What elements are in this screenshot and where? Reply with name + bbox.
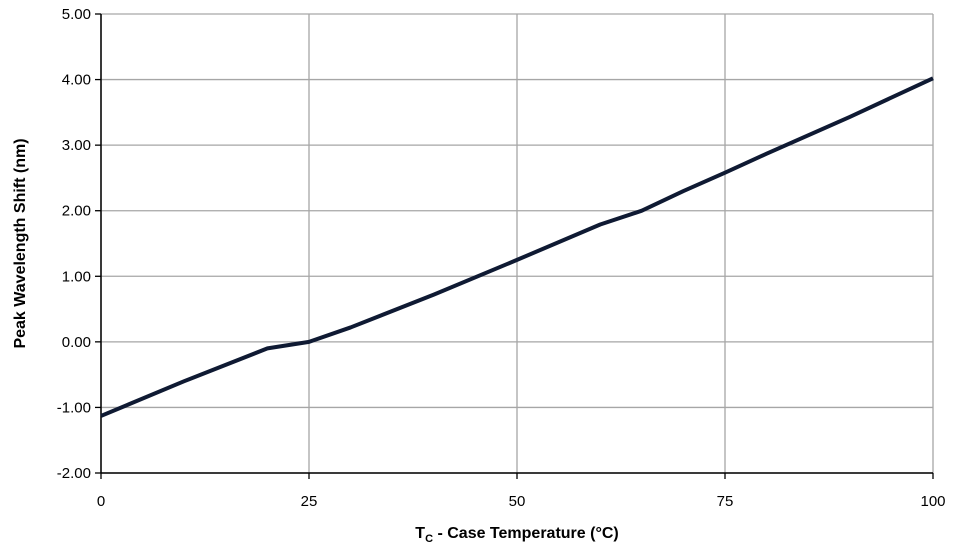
x-tick-label: 75 [717,493,734,510]
x-axis-title: TC - Case Temperature (°C) [415,525,618,544]
tick-labels: -2.00 -1.00 0.00 1.00 2.00 3.00 4.00 5.00 0 25 50 7… [57,6,946,510]
x-tick-label: 25 [301,493,318,510]
y-axis-title: Peak Wavelength Shift (nm) [12,138,29,348]
grid [100,13,934,474]
axes [95,13,934,479]
y-tick-label: -2.00 [57,465,91,482]
y-tick-label: 3.00 [62,137,91,154]
x-axis-title-prefix: T [415,525,425,542]
y-tick-label: -1.00 [57,399,91,416]
x-tick-label: 50 [509,493,526,510]
series-line [100,76,934,418]
y-tick-label: 4.00 [62,72,91,89]
series-layer [100,76,934,418]
y-tick-label: 0.00 [62,334,91,351]
x-axis-title-subscript: C [425,533,433,544]
x-tick-label: 0 [97,493,105,510]
x-axis-title-suffix: - Case Temperature (°C) [433,525,619,542]
x-tick-label: 100 [920,493,945,510]
y-tick-label: 1.00 [62,268,91,285]
y-tick-label: 5.00 [62,6,91,23]
y-tick-label: 2.00 [62,203,91,220]
